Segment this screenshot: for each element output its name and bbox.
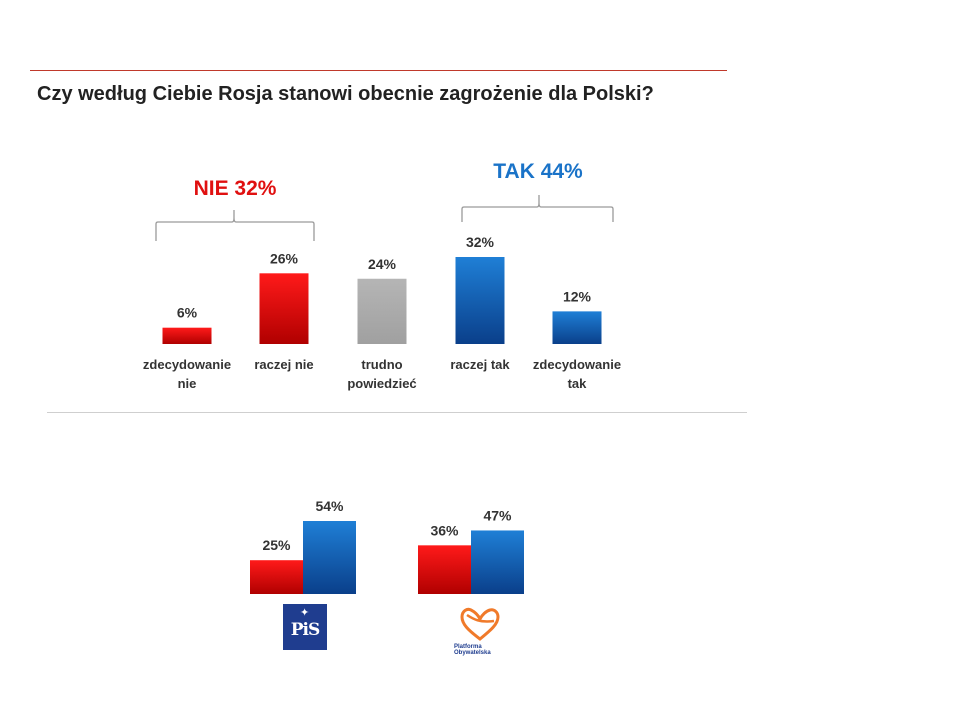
- bar-value-label: 54%: [315, 498, 344, 514]
- bar-value-label: 24%: [368, 256, 397, 272]
- bar: [455, 257, 505, 344]
- group-label-nie: NIE 32%: [194, 177, 277, 200]
- po-logo: Platforma Obywatelska: [452, 606, 508, 660]
- bar: [259, 273, 309, 344]
- bar-value-label: 12%: [563, 288, 592, 304]
- po-heart-icon: [460, 607, 500, 641]
- bar-value-label: 25%: [262, 537, 291, 553]
- section-divider: [47, 412, 747, 413]
- bar: [250, 560, 303, 594]
- category-label: powiedzieć: [347, 376, 416, 391]
- chart-main: 6% zdecydowanie nie 26% raczej nie 24% trudno p…: [143, 234, 621, 391]
- bar: [418, 545, 471, 594]
- bar: [162, 327, 212, 344]
- category-label: trudno: [361, 357, 402, 372]
- bar: [357, 278, 407, 344]
- category-label: raczej tak: [450, 357, 510, 372]
- bar-value-label: 47%: [483, 507, 512, 523]
- category-label: tak: [568, 376, 588, 391]
- pis-logo: ✦ PiS: [283, 604, 327, 650]
- top-rule: [30, 70, 727, 71]
- chart-parties: 25% 54% 36% 47%: [250, 498, 524, 594]
- eagle-icon: ✦: [300, 607, 310, 619]
- bar-value-label: 6%: [177, 305, 198, 321]
- pis-logo-text: PiS: [290, 620, 321, 640]
- page-title: Czy według Ciebie Rosja stanowi obecnie …: [37, 83, 654, 105]
- bar-value-label: 26%: [270, 250, 299, 266]
- category-label: zdecydowanie: [143, 357, 231, 372]
- category-label: nie: [178, 376, 197, 391]
- category-label: raczej nie: [254, 357, 313, 372]
- nie-bracket: [155, 210, 315, 241]
- bar: [552, 311, 602, 344]
- bar-value-label: 32%: [466, 234, 495, 250]
- bar: [471, 530, 524, 594]
- group-label-tak: TAK 44%: [493, 160, 583, 183]
- bar-value-label: 36%: [430, 522, 459, 538]
- tak-bracket: [461, 195, 614, 222]
- category-label: zdecydowanie: [533, 357, 621, 372]
- bar: [303, 521, 356, 594]
- po-logo-text: Platforma Obywatelska: [454, 644, 491, 656]
